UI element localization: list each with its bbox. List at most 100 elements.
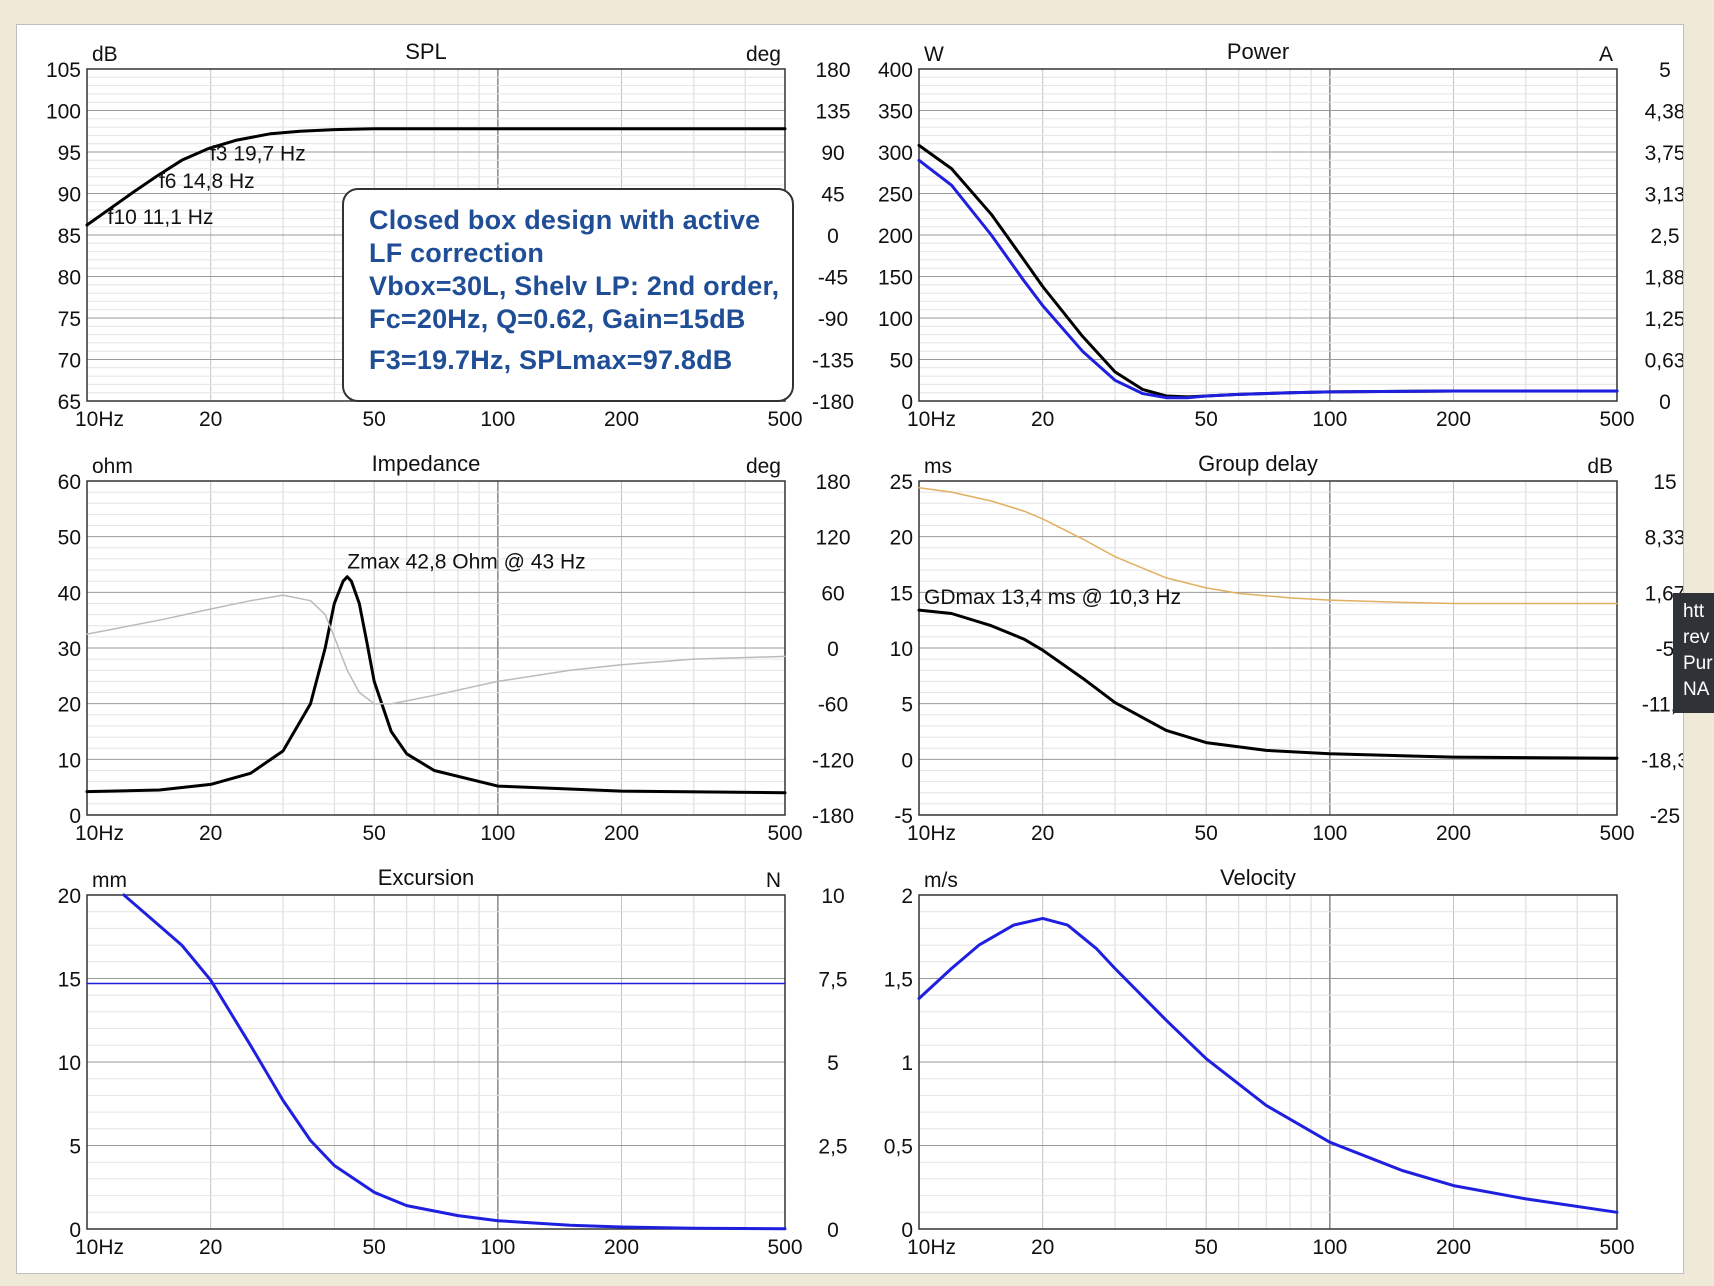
y-tick-label: 0 (901, 391, 913, 414)
chart-title: Group delay (1198, 451, 1318, 476)
y-tick-label: 85 (58, 225, 81, 248)
x-tick-label: 50 (1194, 408, 1217, 431)
y-tick-label: 100 (878, 308, 913, 331)
x-tick-label: 200 (1436, 822, 1471, 845)
y2-tick-label: 135 (815, 101, 850, 124)
y2-tick-label: 0 (827, 225, 839, 248)
plot-frame (86, 894, 786, 1230)
side-tooltip-line-2: rev (1683, 627, 1710, 648)
y-tick-label: 250 (878, 184, 913, 207)
y-tick-label: 300 (878, 142, 913, 165)
y-unit-label: mm (92, 869, 127, 892)
y2-tick-label: 3,13 (1645, 184, 1683, 207)
y2-tick-label: 1,88 (1645, 267, 1683, 290)
x-tick-label: 10Hz (75, 408, 124, 431)
y-unit-label: m/s (924, 869, 958, 892)
x-tick-label: 500 (767, 822, 802, 845)
note-line-4: Fc=20Hz, Q=0.62, Gain=15dB (369, 304, 746, 334)
y2-unit-label: dB (1587, 455, 1613, 478)
y-tick-label: 30 (58, 638, 81, 661)
series-1-line (85, 575, 787, 795)
x-tick-label: 50 (362, 1236, 385, 1259)
x-tick-label: 50 (1194, 1236, 1217, 1259)
y-unit-label: ohm (92, 455, 133, 478)
series-2-line (917, 158, 1619, 400)
series-2-line (918, 486, 1618, 605)
y2-tick-label: -45 (818, 267, 848, 290)
side-tooltip: htt rev Pur NA (1673, 593, 1714, 713)
x-tick-label: 100 (480, 1236, 515, 1259)
y-tick-label: 65 (58, 391, 81, 414)
y2-tick-label: -25 (1650, 805, 1680, 828)
y-tick-label: 95 (58, 142, 81, 165)
annotation-label: f3 19,7 Hz (210, 143, 306, 166)
chart-title: SPL (405, 39, 447, 64)
y2-tick-label: 180 (815, 59, 850, 82)
series-1-line (85, 127, 787, 227)
x-tick-label: 20 (199, 408, 222, 431)
x-tick-label: 10Hz (907, 1236, 956, 1259)
y-tick-label: 20 (58, 694, 81, 717)
y2-tick-label: 90 (821, 142, 844, 165)
x-tick-label: 200 (1436, 408, 1471, 431)
y-tick-label: 0 (69, 805, 81, 828)
chart-panel: SPL dB deg 105 100 95 90 85 80 75 70 65 180 135 90 45 0-… (16, 24, 1684, 1274)
y-tick-label: 1 (901, 1052, 913, 1075)
x-tick-label: 500 (1599, 1236, 1634, 1259)
y-tick-label: 0 (901, 1219, 913, 1242)
x-tick-label: 10Hz (75, 822, 124, 845)
y2-tick-label: 4,38 (1645, 101, 1683, 124)
x-tick-label: 20 (1031, 408, 1054, 431)
x-tick-label: 20 (1031, 822, 1054, 845)
y-tick-label: 150 (878, 267, 913, 290)
x-tick-label: 100 (1312, 822, 1347, 845)
y-tick-label: 20 (890, 527, 913, 550)
y-tick-label: -5 (894, 805, 913, 828)
plot-frame (918, 480, 1618, 816)
y2-tick-label: 2,5 (818, 1136, 847, 1159)
y2-tick-label: 0 (1659, 391, 1671, 414)
chart-title: Excursion (378, 865, 475, 890)
y-tick-label: 10 (58, 749, 81, 772)
y2-tick-label: 0 (827, 638, 839, 661)
y-tick-label: 90 (58, 184, 81, 207)
x-tick-label: 500 (1599, 408, 1634, 431)
y2-tick-label: 0,63 (1645, 350, 1683, 373)
series-1-line (122, 893, 787, 1231)
annotation-label: GDmax 13,4 ms @ 10,3 Hz (924, 586, 1181, 609)
x-tick-label: 20 (1031, 1236, 1054, 1259)
note-line-3: Vbox=30L, Shelv LP: 2nd order, (369, 271, 780, 301)
y-tick-label: 15 (58, 969, 81, 992)
y-tick-label: 350 (878, 101, 913, 124)
design-note-box: Closed box design with active LF correct… (342, 188, 794, 402)
y-tick-label: 60 (58, 471, 81, 494)
y-tick-label: 10 (58, 1052, 81, 1075)
x-tick-label: 500 (767, 1236, 802, 1259)
x-tick-label: 10Hz (907, 822, 956, 845)
x-tick-label: 100 (480, 408, 515, 431)
y2-tick-label: 2,5 (1650, 225, 1679, 248)
annotation-label: f6 14,8 Hz (159, 170, 255, 193)
y2-tick-label: -180 (812, 391, 854, 414)
x-tick-label: 50 (362, 822, 385, 845)
y2-tick-label: 7,5 (818, 969, 847, 992)
y2-tick-label: -11,6 (1642, 694, 1683, 717)
y2-tick-label: 5 (1659, 59, 1671, 82)
note-line-1: Closed box design with active (369, 205, 761, 235)
y2-tick-label: 15 (1653, 471, 1676, 494)
x-tick-label: 50 (362, 408, 385, 431)
y-tick-label: 100 (46, 101, 81, 124)
y2-unit-label: deg (746, 455, 781, 478)
chart-title: Power (1227, 39, 1289, 64)
y2-tick-label: -18,3 (1641, 749, 1683, 772)
series-1-line (917, 608, 1619, 760)
y2-tick-label: 1,25 (1645, 308, 1683, 331)
chart-title: Velocity (1220, 865, 1296, 890)
y2-tick-label: -180 (812, 805, 854, 828)
annotation-label: Zmax 42,8 Ohm @ 43 Hz (347, 551, 585, 574)
chart-title: Impedance (372, 451, 481, 476)
